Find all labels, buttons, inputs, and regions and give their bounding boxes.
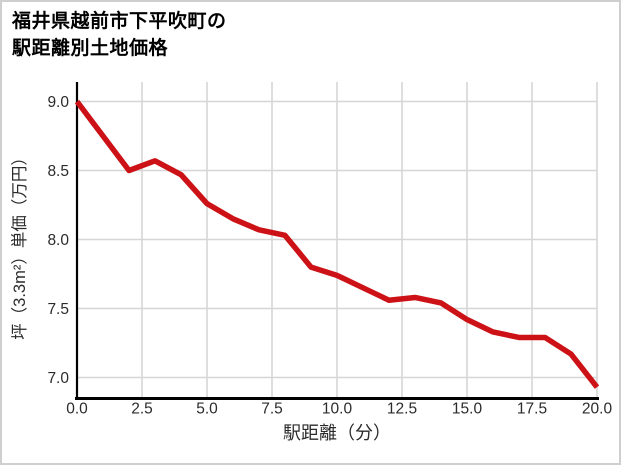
x-tick-label: 20.0 <box>582 401 613 418</box>
y-tick-label: 8.5 <box>47 163 69 180</box>
y-tick-label: 9.0 <box>47 94 69 111</box>
x-tick-label: 0.0 <box>66 401 88 418</box>
x-tick-label: 15.0 <box>452 401 483 418</box>
y-tick-label: 8.0 <box>47 232 69 249</box>
price-line-series <box>74 99 600 389</box>
x-tick-label: 17.5 <box>517 401 547 418</box>
chart-title: 福井県越前市下平吹町の 駅距離別土地価格 <box>12 9 227 63</box>
x-tick-label: 10.0 <box>322 401 353 418</box>
x-tick-label: 2.5 <box>131 401 153 418</box>
x-tick-label: 5.0 <box>196 401 218 418</box>
chart-title-line2: 駅距離別土地価格 <box>12 37 169 59</box>
x-axis-label: 駅距離（分） <box>283 423 391 443</box>
x-tick-label: 12.5 <box>387 401 417 418</box>
y-axis-label: 坪（3.3m²）単価（万円） <box>10 149 29 340</box>
chart-title-line1: 福井県越前市下平吹町の <box>12 11 227 32</box>
y-tick-label: 7.0 <box>47 370 69 387</box>
x-tick-label: 7.5 <box>261 401 283 418</box>
y-tick-label: 7.5 <box>47 301 69 318</box>
